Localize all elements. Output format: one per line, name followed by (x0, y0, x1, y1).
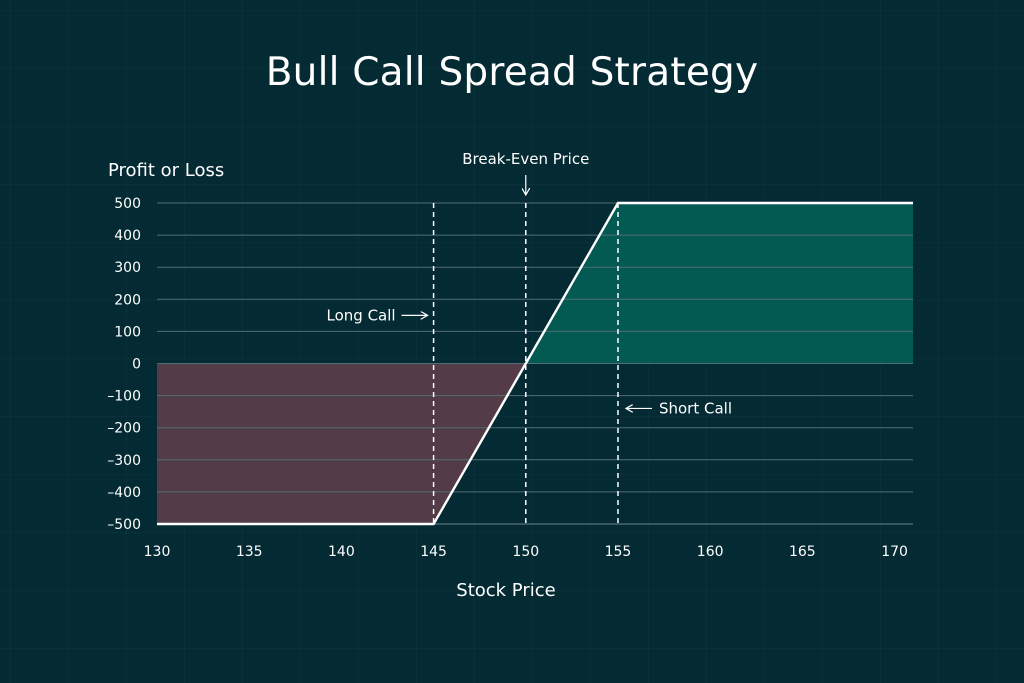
annotation-break-even: Break-Even Price (462, 150, 589, 168)
x-tick-label: 140 (328, 544, 355, 560)
x-tick-label: 135 (236, 544, 263, 560)
profit-area (525, 203, 913, 364)
x-tick-label: 155 (605, 544, 632, 560)
annotation-long-call: Long Call (327, 306, 396, 324)
y-tick-label: 400 (114, 228, 141, 244)
y-tick-label: 100 (114, 324, 141, 340)
y-tick-label: –400 (107, 485, 141, 501)
y-tick-label: –100 (107, 389, 141, 405)
x-tick-label: 150 (512, 544, 539, 560)
chart-title: Bull Call Spread Strategy (265, 50, 759, 95)
y-tick-label: 200 (114, 292, 141, 308)
y-tick-label: –200 (107, 421, 141, 437)
loss-area (157, 363, 526, 524)
y-axis-label: Profit or Loss (108, 160, 224, 181)
y-tick-label: 500 (114, 196, 141, 212)
annotation-short-call: Short Call (659, 399, 732, 417)
x-tick-label: 165 (789, 544, 816, 560)
y-tick-label: 300 (114, 260, 141, 276)
x-tick-label: 170 (881, 544, 908, 560)
y-tick-label: –300 (107, 453, 141, 469)
x-tick-label: 145 (420, 544, 447, 560)
x-tick-label: 160 (697, 544, 724, 560)
y-tick-label: 0 (132, 357, 141, 373)
x-tick-label: 130 (144, 544, 171, 560)
y-tick-label: –500 (107, 517, 141, 533)
x-axis-label: Stock Price (456, 580, 555, 601)
